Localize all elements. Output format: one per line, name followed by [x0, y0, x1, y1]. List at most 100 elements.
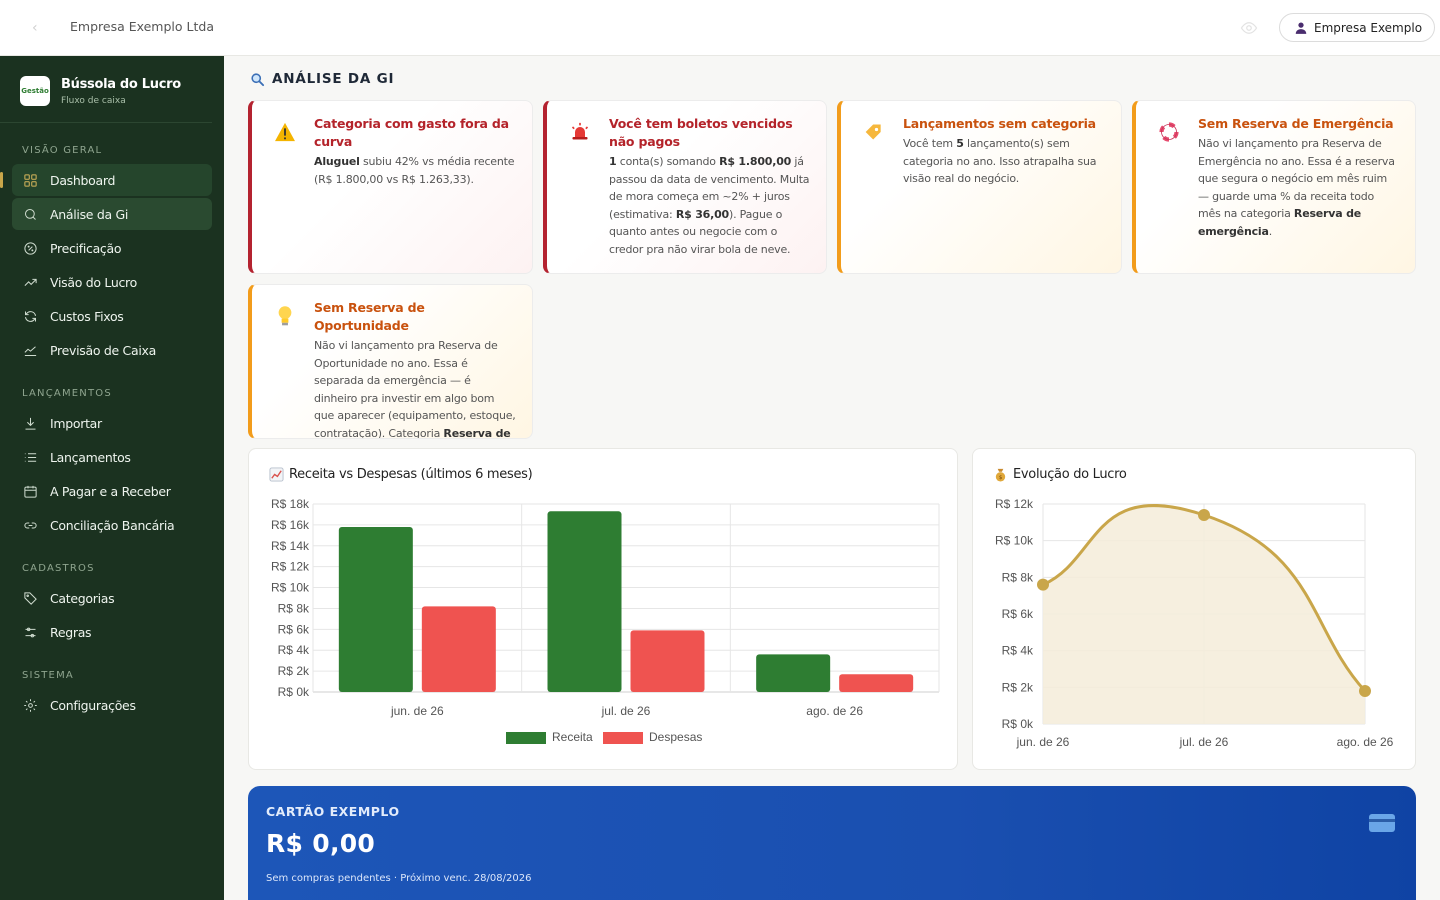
magnifier-icon — [251, 72, 265, 86]
y-tick-label: R$ 8k — [1002, 570, 1034, 584]
tag-icon — [22, 590, 38, 606]
brand-logo: Gestão — [20, 76, 50, 106]
alert-card-boletos-vencidos[interactable]: Você tem boletos vencidos não pagos 1 co… — [543, 100, 827, 274]
chevron-left-icon[interactable]: ‹ — [32, 20, 38, 36]
svg-text:$: $ — [999, 475, 1003, 481]
credit-card-value: R$ 0,00 — [266, 829, 376, 858]
revenue-expenses-chart-card: Receita vs Despesas (últimos 6 meses) R$… — [248, 448, 958, 770]
credit-card-icon — [1369, 814, 1395, 832]
y-tick-label: R$ 16k — [271, 518, 310, 532]
download-icon — [22, 415, 38, 431]
nav-section-visao-geral: VISÃO GERAL — [22, 145, 103, 156]
legend-swatch — [603, 732, 643, 744]
brand[interactable]: Gestão Bússola do Lucro Fluxo de caixa — [0, 56, 212, 123]
y-tick-label: R$ 18k — [271, 497, 310, 511]
warning-icon — [274, 121, 296, 143]
bar-receita — [547, 511, 622, 692]
data-point — [1198, 509, 1210, 521]
trend-up-icon — [22, 274, 38, 290]
sidebar-item-importar[interactable]: Importar — [12, 407, 212, 439]
credit-card-summary[interactable]: CARTÃO EXEMPLO R$ 0,00 Sem compras pende… — [248, 786, 1416, 900]
nav-section-lancamentos: LANÇAMENTOS — [22, 388, 112, 399]
legend-label: Despesas — [649, 730, 702, 744]
sidebar-item-analise-da-gi[interactable]: Análise da Gi — [12, 198, 212, 230]
alert-title: Você tem boletos vencidos não pagos — [609, 116, 793, 149]
brand-name: Bússola do Lucro — [61, 76, 181, 92]
sidebar-item-categorias[interactable]: Categorias — [12, 582, 212, 614]
sidebar-item-configuracoes[interactable]: Configurações — [12, 689, 212, 721]
bar-despesas — [421, 606, 496, 692]
area-fill — [1043, 505, 1365, 724]
credit-card-label: CARTÃO EXEMPLO — [266, 804, 400, 819]
sidebar-item-lancamentos[interactable]: Lançamentos — [12, 441, 212, 473]
link-icon — [22, 517, 38, 533]
alert-title: Categoria com gasto fora da curva — [314, 116, 509, 149]
sidebar-item-regras[interactable]: Regras — [12, 616, 212, 648]
alert-body: Não vi lançamento pra Reserva de Oportun… — [314, 339, 516, 439]
sidebar-item-precificacao[interactable]: Precificação — [12, 232, 212, 264]
y-tick-label: R$ 0k — [1002, 717, 1034, 731]
y-tick-label: R$ 2k — [278, 664, 310, 678]
bar-despesas — [839, 674, 914, 692]
eye-icon[interactable] — [1240, 19, 1258, 37]
alert-body: Não vi lançamento pra Reserva de Emergên… — [1198, 137, 1395, 238]
percent-icon — [22, 240, 38, 256]
nav-section-sistema: SISTEMA — [22, 670, 74, 681]
x-tick-label: ago. de 26 — [1337, 735, 1394, 749]
profit-evolution-chart-card: $ Evolução do Lucro R$ 12k R$ 10k R$ 8k R$ … — [972, 448, 1416, 770]
alert-body: 1 conta(s) somando R$ 1.800,00 já passou… — [609, 155, 810, 256]
bar-receita — [338, 526, 413, 692]
y-tick-label: R$ 4k — [278, 643, 310, 657]
search-icon — [22, 206, 38, 222]
sidebar-item-conciliacao-bancaria[interactable]: Conciliação Bancária — [12, 509, 212, 541]
alert-body: Você tem 5 lançamento(s) sem categoria n… — [903, 137, 1097, 185]
sidebar-item-previsao-de-caixa[interactable]: Previsão de Caixa — [12, 334, 212, 366]
y-tick-label: R$ 8k — [278, 601, 310, 615]
sidebar-item-dashboard[interactable]: Dashboard — [0, 164, 212, 196]
y-tick-label: R$ 12k — [271, 560, 310, 574]
y-tick-label: R$ 4k — [1002, 644, 1034, 658]
user-menu-button[interactable]: Empresa Exemplo — [1279, 13, 1436, 42]
alert-card-reserva-emergencia[interactable]: Sem Reserva de Emergência Não vi lançame… — [1132, 100, 1416, 274]
alert-title: Sem Reserva de Emergência — [1198, 116, 1394, 131]
alert-card-sem-categoria[interactable]: Lançamentos sem categoria Você tem 5 lan… — [837, 100, 1122, 274]
lifebuoy-icon — [1158, 121, 1180, 143]
x-tick-label: jul. de 26 — [601, 704, 651, 718]
bar-receita — [756, 654, 831, 692]
money-bag-icon: $ — [995, 468, 1006, 482]
list-icon — [22, 449, 38, 465]
x-tick-label: jul. de 26 — [1179, 735, 1229, 749]
y-tick-label: R$ 2k — [1002, 680, 1034, 694]
y-tick-label: R$ 10k — [271, 581, 310, 595]
chart-emoji-icon — [269, 467, 284, 482]
tag-icon — [863, 121, 885, 143]
sidebar-item-visao-do-lucro[interactable]: Visão do Lucro — [12, 266, 212, 298]
area-chart: R$ 12k R$ 10k R$ 8k R$ 6k R$ 4k R$ 2k R$ 0k jun… — [995, 497, 1394, 749]
x-tick-label: jun. de 26 — [1016, 735, 1070, 749]
alert-title: Lançamentos sem categoria — [903, 116, 1096, 131]
legend-swatch — [506, 732, 546, 744]
alert-title: Sem Reserva de Oportunidade — [314, 300, 425, 333]
data-point — [1037, 578, 1049, 591]
siren-icon — [569, 121, 591, 143]
grid-icon — [22, 172, 38, 188]
chart-title: Receita vs Despesas (últimos 6 meses) — [289, 467, 533, 482]
alert-card-gasto-fora-da-curva[interactable]: Categoria com gasto fora da curva Alugue… — [248, 100, 533, 274]
y-tick-label: R$ 0k — [278, 685, 310, 699]
lightbulb-icon — [274, 305, 296, 327]
alert-card-reserva-oportunidade[interactable]: Sem Reserva de Oportunidade Não vi lança… — [248, 284, 533, 439]
y-tick-label: R$ 10k — [995, 534, 1034, 548]
nav-section-cadastros: CADASTROS — [22, 563, 95, 574]
sidebar-item-custos-fixos[interactable]: Custos Fixos — [12, 300, 212, 332]
sidebar-item-a-pagar-e-a-receber[interactable]: A Pagar e a Receber — [12, 475, 212, 507]
x-tick-label: jun. de 26 — [390, 704, 444, 718]
user-label: Empresa Exemplo — [1314, 20, 1423, 35]
calendar-icon — [22, 483, 38, 499]
page-title: ANÁLISE DA GI — [250, 71, 394, 87]
company-title: Empresa Exemplo Ltda — [70, 19, 214, 34]
bar-despesas — [630, 630, 705, 692]
user-icon — [1295, 21, 1307, 34]
y-tick-label: R$ 6k — [1002, 607, 1034, 621]
y-tick-label: R$ 6k — [278, 622, 310, 636]
brand-subtitle: Fluxo de caixa — [61, 95, 126, 106]
